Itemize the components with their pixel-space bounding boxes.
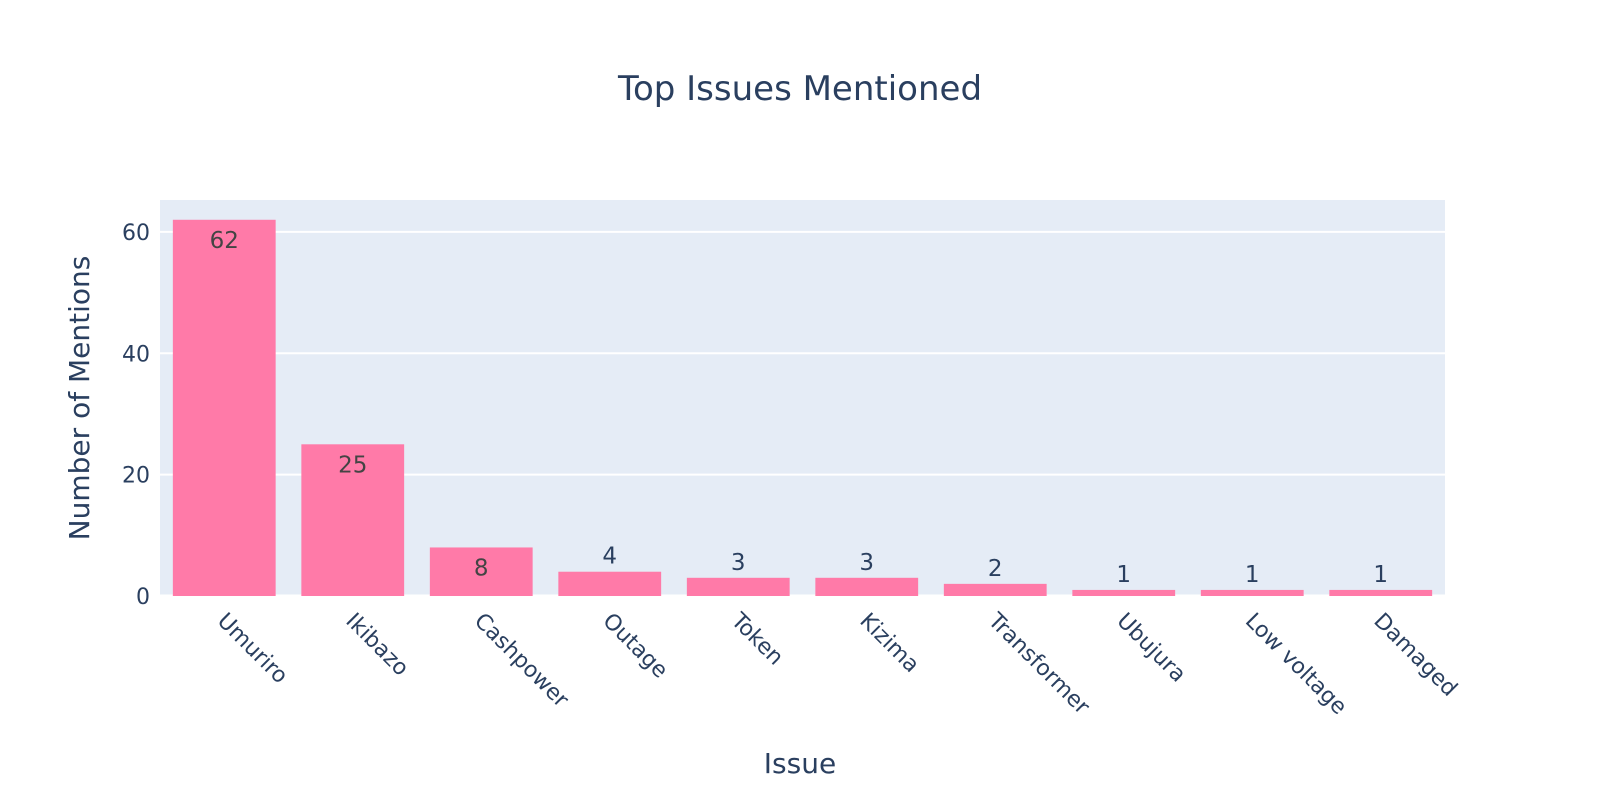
bar bbox=[943, 583, 1047, 596]
bar bbox=[686, 577, 790, 596]
bar bbox=[1072, 589, 1176, 596]
bar-value-label: 1 bbox=[1373, 562, 1388, 588]
bar-value-label: 2 bbox=[988, 556, 1003, 582]
bar-value-label: 25 bbox=[338, 452, 367, 478]
chart-title: Top Issues Mentioned bbox=[617, 69, 982, 109]
bar bbox=[429, 547, 533, 596]
y-axis-title: Number of Mentions bbox=[63, 256, 96, 541]
y-tick-label: 20 bbox=[122, 464, 150, 489]
y-tick-label: 0 bbox=[136, 585, 150, 610]
y-axis-ticks: 0 20 40 60 bbox=[122, 221, 150, 610]
y-tick-label: 40 bbox=[122, 342, 150, 367]
x-axis-title: Issue bbox=[764, 747, 836, 780]
bar bbox=[1329, 589, 1433, 596]
bar-value-label: 62 bbox=[210, 228, 239, 254]
bars bbox=[172, 219, 1433, 596]
bar-labels: 62 25 8 4 3 3 2 1 1 1 bbox=[210, 228, 1388, 588]
bar-value-label: 4 bbox=[602, 544, 617, 570]
bar-value-label: 3 bbox=[859, 550, 874, 576]
bar bbox=[815, 577, 919, 596]
bar-value-label: 1 bbox=[1116, 562, 1131, 588]
bar bbox=[301, 444, 405, 596]
bar-value-label: 8 bbox=[474, 555, 489, 581]
bar bbox=[172, 219, 276, 596]
bar bbox=[1200, 589, 1304, 596]
bar bbox=[558, 571, 662, 596]
bar-value-label: 1 bbox=[1245, 562, 1260, 588]
y-tick-label: 60 bbox=[122, 221, 150, 246]
bar-value-label: 3 bbox=[731, 550, 746, 576]
